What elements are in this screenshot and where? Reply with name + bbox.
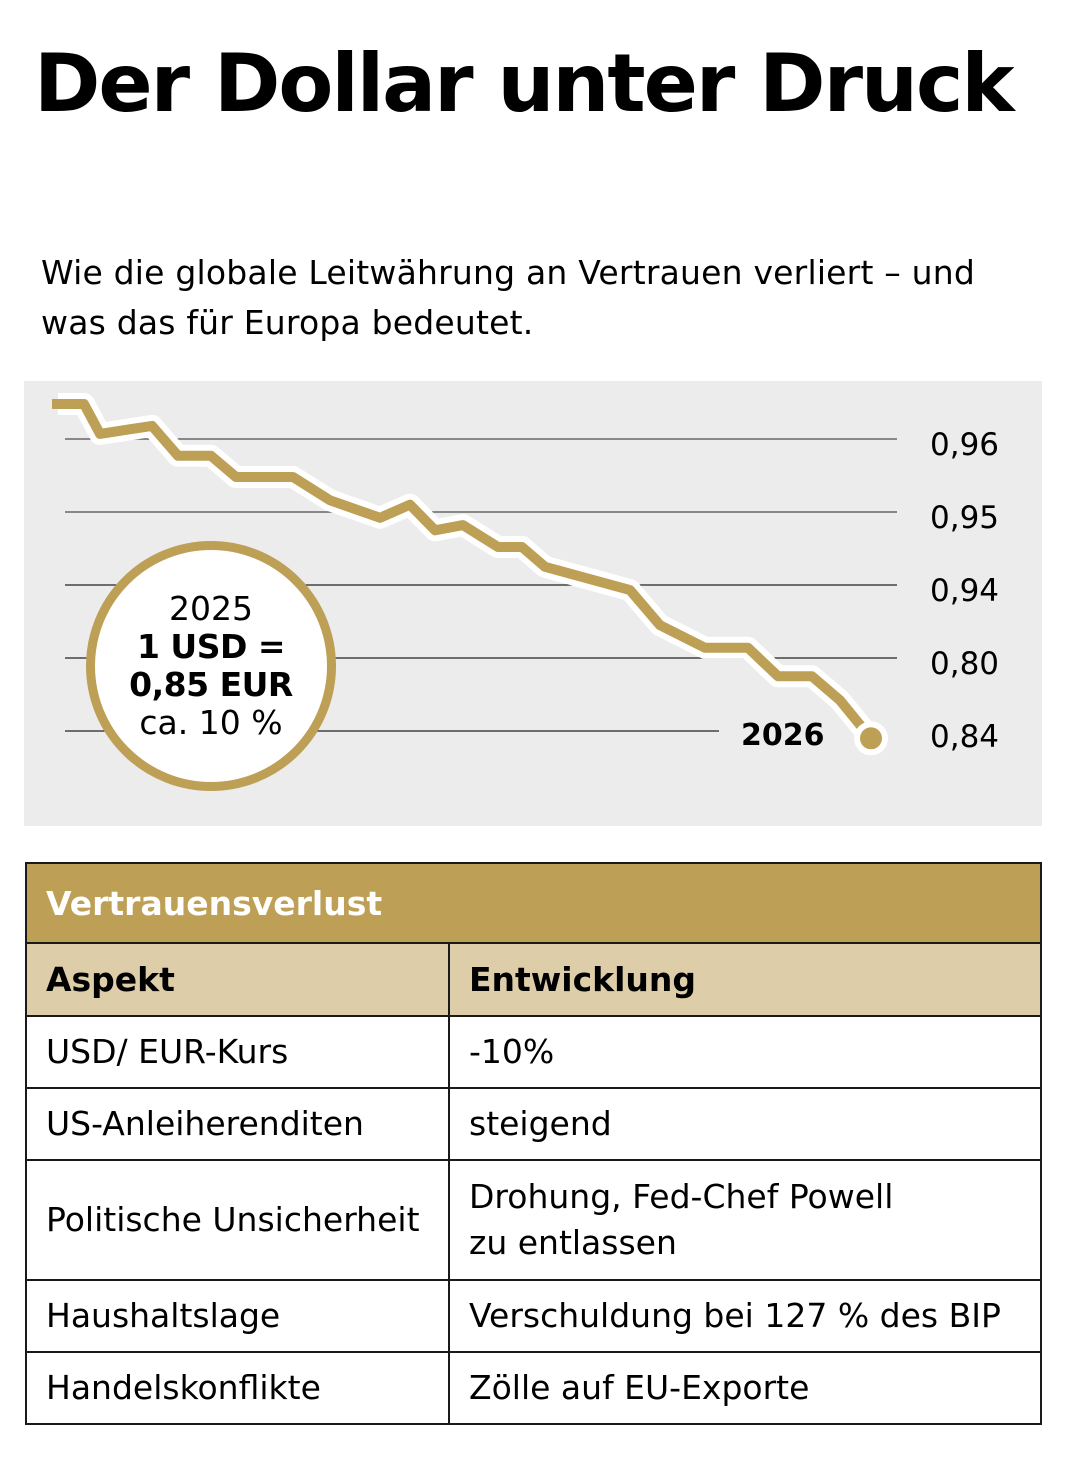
cell-development: Drohung, Fed-Chef Powell zu entlassen: [448, 1159, 1042, 1281]
badge-year: 2025: [169, 589, 253, 628]
end-point-marker: [860, 727, 882, 750]
y-tick-label: 0,80: [930, 646, 999, 682]
y-tick-labels: 0,84 0,80 0,94 0,95 0,96: [930, 427, 999, 755]
exchange-rate-badge: 2025 1 USD = 0,85 EUR ca. 10 %: [86, 541, 336, 791]
cell-aspect: Handelskonflikte: [25, 1351, 450, 1425]
table-header-row: Aspekt Entwicklung: [25, 942, 1042, 1017]
header-development: Entwicklung: [448, 942, 1042, 1017]
cell-aspect: US-Anleiherenditen: [25, 1087, 450, 1161]
table-caption: Vertrauensverlust: [25, 862, 1042, 944]
subtitle: Wie die globale Leitwährung an Vertrauen…: [41, 253, 976, 342]
header-aspect: Aspekt: [25, 942, 450, 1017]
cell-development-line2: zu entlassen: [469, 1223, 677, 1262]
y-tick-label: 0,96: [930, 427, 999, 463]
cell-aspect: USD/ EUR-Kurs: [25, 1015, 450, 1089]
cell-development: Verschuldung bei 127 % des BIP: [448, 1279, 1042, 1353]
series-line-usd-eur: [58, 399, 875, 742]
table-row: US-Anleiherenditen steigend: [25, 1087, 1042, 1161]
cell-development: steigend: [448, 1087, 1042, 1161]
cell-aspect: Haushaltslage: [25, 1279, 450, 1353]
cell-aspect: Politische Unsicherheit: [25, 1159, 450, 1281]
badge-rate-line1: 1 USD =: [136, 627, 286, 666]
table-caption-row: Vertrauensverlust: [25, 862, 1042, 944]
y-tick-label: 0,95: [930, 500, 999, 536]
table-row: Handelskonflikte Zölle auf EU-Exporte: [25, 1351, 1042, 1425]
table-row: Haushaltslage Verschuldung bei 127 % des…: [25, 1279, 1042, 1353]
table-row: Politische Unsicherheit Drohung, Fed-Che…: [25, 1159, 1042, 1281]
start-point-marker: [52, 398, 58, 409]
y-tick-label: 0,94: [930, 573, 999, 609]
series-line: [52, 393, 888, 756]
badge-change: ca. 10 %: [139, 703, 283, 742]
y-tick-label: 0,84: [930, 719, 999, 755]
badge-rate-line2: 0,85 EUR: [129, 665, 293, 704]
cell-development: Zölle auf EU-Exporte: [448, 1351, 1042, 1425]
end-year-label: 2026: [741, 718, 825, 753]
trust-loss-table: Vertrauensverlust Aspekt Entwicklung USD…: [25, 862, 1042, 1425]
cell-development: -10%: [448, 1015, 1042, 1089]
table-row: USD/ EUR-Kurs -10%: [25, 1015, 1042, 1089]
page-title: Der Dollar unter Druck: [34, 37, 1015, 130]
cell-development-line1: Drohung, Fed-Chef Powell: [469, 1177, 894, 1216]
